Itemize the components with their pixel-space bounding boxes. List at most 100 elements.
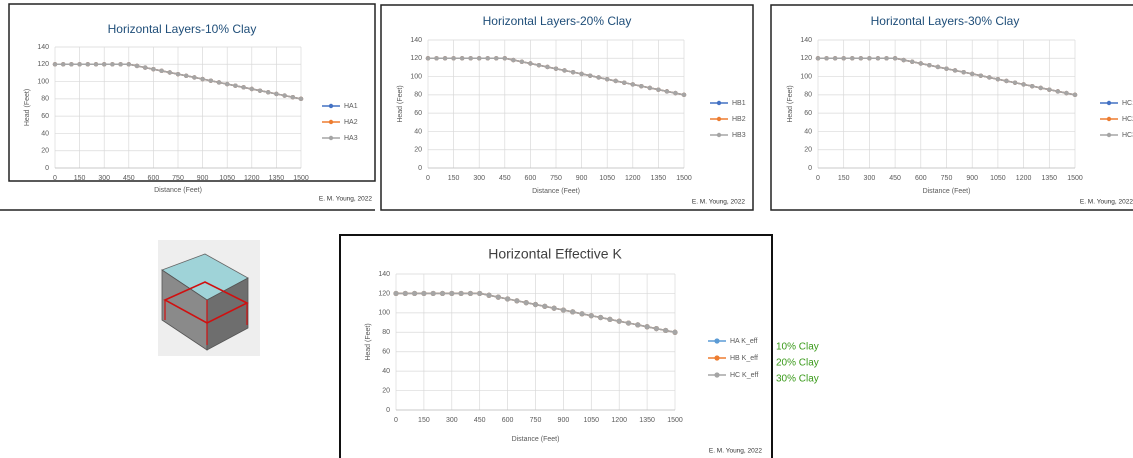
y-tick-label: 20 [382,387,390,394]
legend-label: HA2 [344,119,358,126]
y-tick-label: 80 [41,96,49,103]
x-tick-label: 0 [426,175,430,182]
y-tick-label: 120 [410,55,422,62]
data-point [290,95,295,100]
x-tick-label: 900 [576,175,588,182]
data-point [511,57,516,63]
data-point [1038,85,1043,91]
data-point [126,62,131,67]
data-point [884,56,889,61]
data-point [935,64,941,70]
x-tick-label: 150 [838,175,850,182]
x-tick-label: 0 [394,417,398,424]
data-point [1072,92,1078,98]
y-tick-label: 80 [382,329,390,336]
data-point [858,56,864,61]
x-tick-label: 450 [499,175,511,182]
data-point [519,59,525,64]
data-point [257,88,263,93]
x-tick-label: 1200 [611,417,627,424]
data-point [647,85,653,91]
y-tick-label: 120 [800,55,812,62]
data-point [841,56,846,61]
data-point [434,56,439,61]
y-axis-label: Head (Feet) [397,85,404,122]
data-point [402,290,408,297]
data-point [588,313,594,319]
data-point [77,62,82,67]
data-point [579,71,584,77]
data-point [673,90,678,96]
data-point [656,87,661,92]
y-tick-label: 140 [800,37,812,44]
y-tick-label: 0 [386,407,390,414]
chart-title: Horizontal Effective K [488,246,622,262]
x-tick-label: 450 [889,175,901,182]
legend-marker [716,100,722,106]
panel-frame [339,234,773,458]
data-point [952,68,958,73]
data-point [875,56,881,61]
x-tick-label: 1350 [639,417,655,424]
data-point [605,77,610,82]
x-tick-label: 300 [864,175,876,182]
x-tick-label: 750 [530,417,542,424]
x-tick-label: 1350 [1042,175,1058,182]
data-point [208,78,213,83]
legend-marker [714,338,720,344]
data-point [1047,87,1052,92]
data-point [995,77,1001,82]
chart-title: Horizontal Layers-20% Clay [483,14,632,28]
y-tick-label: 100 [378,310,390,317]
data-point [1055,89,1061,94]
data-point [664,89,670,94]
data-point [944,66,949,71]
data-point [528,61,533,66]
y-tick-label: 60 [382,349,390,356]
data-point [412,290,418,297]
legend-label: HA3 [344,135,358,142]
data-point [495,294,501,300]
x-tick-label: 750 [172,175,184,182]
legend-label: HB3 [732,132,746,139]
data-point [1012,80,1018,85]
legend-label: HC K_eff [730,372,758,379]
x-tick-label: 150 [448,175,460,182]
data-point [494,56,499,61]
x-axis-label: Distance (Feet) [512,436,560,443]
data-point [241,85,246,90]
data-point [200,76,205,82]
data-point [587,73,593,78]
data-point [961,69,966,75]
y-tick-label: 60 [804,110,812,117]
data-point [1021,82,1026,87]
data-point [233,83,238,88]
y-tick-label: 20 [41,148,49,155]
data-point [143,65,148,70]
y-tick-label: 0 [808,165,812,172]
data-point [927,63,932,68]
y-tick-label: 0 [45,165,49,172]
x-tick-label: 1500 [293,175,309,182]
x-tick-label: 1500 [1067,175,1083,182]
data-point [1004,78,1009,84]
panel-frame [380,4,754,211]
y-tick-label: 40 [414,128,422,135]
data-point [282,93,287,98]
data-point [52,62,58,67]
data-point [901,57,906,63]
y-tick-label: 40 [382,368,390,375]
data-point [192,75,197,80]
data-point [536,63,542,68]
x-axis-label: Distance (Feet) [154,187,202,194]
data-point [134,63,140,69]
data-point [635,322,641,328]
panel-frame [8,3,376,182]
legend-label: HC3 [1122,132,1133,139]
data-point [421,290,427,297]
legend-marker [716,132,722,138]
credit-note: E. M. Young, 2022 [692,199,746,206]
legend-label: HB2 [732,116,746,123]
legend-marker [1106,100,1112,106]
